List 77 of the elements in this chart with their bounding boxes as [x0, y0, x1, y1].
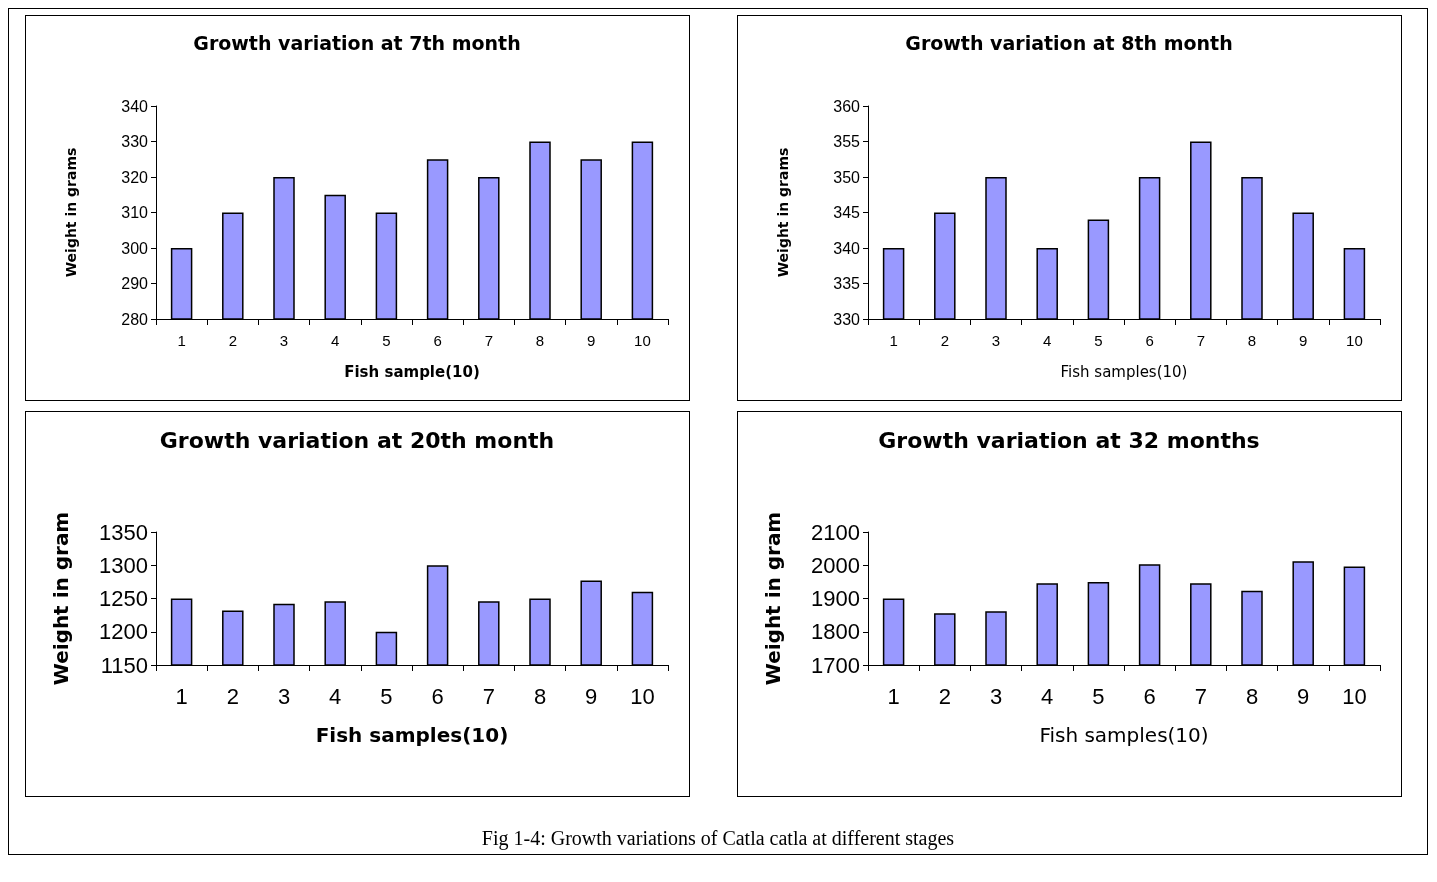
x-tick-label: 8	[535, 332, 545, 349]
y-axis-title: Weight in gram	[761, 511, 785, 686]
x-tick-label: 8	[1247, 332, 1257, 349]
y-tick-label: 1200	[99, 619, 148, 645]
y-tick-label: 2000	[811, 552, 860, 578]
y-tick-label: 1900	[811, 586, 860, 611]
y-tick-label: 300	[121, 239, 149, 257]
y-tick-label: 280	[121, 310, 149, 328]
x-tick-label: 3	[279, 332, 289, 349]
x-tick-label: 9	[587, 332, 596, 349]
y-tick-label: 345	[833, 204, 861, 221]
x-tick-label: 2	[226, 683, 239, 709]
y-tick-label: 320	[121, 168, 149, 186]
x-tick-label: 10	[630, 683, 655, 709]
x-tick-label: 5	[382, 332, 391, 349]
x-tick-label: 1	[889, 332, 898, 349]
x-tick-label: 5	[1092, 683, 1105, 709]
y-axis-title: Weight in grams	[63, 147, 79, 278]
x-tick-label: 6	[1143, 683, 1156, 709]
x-tick-label: 9	[1299, 332, 1308, 349]
chart-title: Growth variation at 8th month	[905, 31, 1233, 54]
y-tick-label: 310	[121, 204, 149, 221]
y-tick-label: 1700	[811, 652, 860, 678]
x-tick-label: 6	[433, 332, 442, 349]
x-axis-title: Fish samples(10)	[1039, 723, 1209, 747]
x-axis-title: Fish sample(10)	[344, 362, 480, 381]
y-tick-label: 2100	[811, 519, 860, 545]
y-tick-label: 340	[833, 239, 861, 257]
x-tick-label: 4	[331, 332, 340, 349]
x-tick-label: 3	[991, 332, 1001, 349]
x-tick-label: 2	[940, 332, 949, 349]
x-tick-label: 4	[329, 683, 342, 709]
y-tick-label: 1250	[99, 586, 148, 611]
y-tick-label: 330	[121, 133, 149, 150]
x-tick-label: 1	[175, 683, 188, 709]
y-tick-label: 330	[833, 310, 861, 328]
y-tick-label: 335	[833, 275, 861, 292]
x-axis-title: Fish samples(10)	[1060, 362, 1188, 381]
x-tick-label: 10	[634, 332, 651, 349]
x-tick-label: 10	[1342, 683, 1367, 709]
y-tick-label: 360	[833, 97, 861, 115]
x-tick-label: 5	[380, 683, 393, 709]
x-tick-label: 9	[585, 683, 598, 709]
x-tick-label: 6	[1145, 332, 1154, 349]
x-tick-label: 9	[1297, 683, 1310, 709]
x-tick-label: 1	[177, 332, 186, 349]
x-tick-label: 8	[1245, 683, 1259, 709]
x-tick-label: 7	[482, 683, 495, 709]
y-tick-label: 1150	[100, 652, 148, 678]
x-tick-label: 8	[533, 683, 547, 709]
y-tick-label: 350	[833, 168, 861, 186]
y-tick-label: 290	[121, 275, 149, 292]
chart-title: Growth variation at 20th month	[159, 427, 555, 453]
chart-title: Growth variation at 32 months	[878, 427, 1260, 453]
x-tick-label: 5	[1094, 332, 1103, 349]
y-tick-label: 1800	[811, 619, 860, 645]
x-tick-label: 3	[277, 683, 291, 709]
y-axis-title: Weight in grams	[775, 147, 791, 278]
x-tick-label: 4	[1041, 683, 1054, 709]
x-tick-label: 6	[431, 683, 444, 709]
x-tick-label: 1	[887, 683, 900, 709]
y-tick-label: 1300	[99, 552, 148, 578]
x-tick-label: 2	[938, 683, 951, 709]
x-tick-label: 3	[989, 683, 1003, 709]
x-tick-label: 7	[1194, 683, 1207, 709]
x-tick-label: 4	[1043, 332, 1052, 349]
x-axis-title: Fish samples(10)	[315, 723, 509, 747]
x-tick-label: 2	[228, 332, 237, 349]
y-axis-title: Weight in gram	[49, 511, 73, 686]
y-tick-label: 355	[833, 133, 861, 150]
y-tick-label: 340	[121, 97, 149, 115]
y-tick-label: 1350	[99, 519, 148, 545]
caption: Fig 1-4: Growth variations of Catla catla at different stages	[480, 827, 956, 850]
x-tick-label: 7	[1196, 332, 1205, 349]
chart-title: Growth variation at 7th month	[193, 31, 521, 54]
x-tick-label: 7	[484, 332, 493, 349]
x-tick-label: 10	[1346, 332, 1363, 349]
